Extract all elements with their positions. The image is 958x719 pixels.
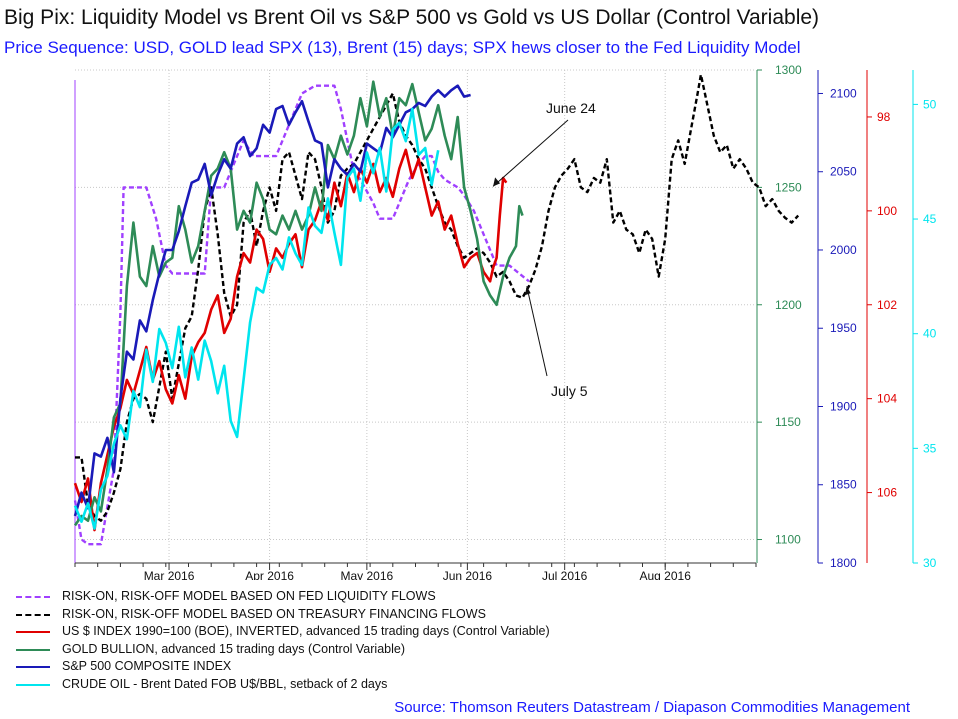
legend-swatch	[16, 596, 50, 598]
spx-tick-label: 2000	[830, 243, 857, 257]
legend-swatch	[16, 613, 50, 616]
series-layer	[73, 73, 800, 546]
brent-tick-label: 35	[923, 441, 937, 455]
series-line-5	[73, 107, 440, 530]
series-line-4	[73, 84, 471, 517]
annotation-arrowhead-june	[493, 177, 501, 187]
legend-label: RISK-ON, RISK-OFF MODEL BASED ON TREASUR…	[62, 606, 486, 621]
legend-swatch	[16, 631, 50, 633]
annotation-arrowhead-july	[524, 286, 531, 296]
gold-tick-label: 1150	[775, 415, 801, 429]
usd-tick-label: 104	[877, 392, 897, 406]
x-tick-label: Jun 2016	[443, 569, 493, 580]
x-tick-label: May 2016	[341, 569, 394, 580]
series-line-1	[75, 73, 800, 522]
x-tick-label: Apr 2016	[245, 569, 294, 580]
gold-tick-label: 1250	[775, 180, 802, 194]
chart-title: Big Pix: Liquidity Model vs Brent Oil vs…	[4, 6, 820, 29]
gold-tick-label: 1100	[775, 533, 801, 547]
usd-tick-label: 106	[877, 486, 897, 500]
series-line-0	[73, 84, 530, 546]
chart-canvas: Mar 2016 Apr 2016 May 2016 Jun 2016 Jul 2016…	[73, 63, 937, 580]
spx-tick-label: 1950	[830, 321, 857, 335]
legend-label: S&P 500 COMPOSITE INDEX	[62, 659, 232, 673]
spx-tick-label: 1900	[830, 399, 857, 413]
annotation-july-5: July 5	[551, 383, 588, 399]
chart-subtitle: Price Sequence: USD, GOLD lead SPX (13),…	[4, 38, 801, 57]
source-note: Source: Thomson Reuters Datastream / Dia…	[394, 699, 910, 716]
x-tick-label: Mar 2016	[144, 569, 195, 580]
spx-tick-label: 2100	[830, 86, 857, 100]
axes-layer: Mar 2016 Apr 2016 May 2016 Jun 2016 Jul 2016…	[74, 63, 937, 580]
legend-label: GOLD BULLION, advanced 15 trading days (…	[62, 641, 405, 656]
legend-label: RISK-ON, RISK-OFF MODEL BASED ON FED LIQ…	[62, 589, 436, 603]
legend-swatch	[16, 666, 50, 668]
annotation-june-24: June 24	[546, 100, 596, 116]
annotation-arrow-june	[492, 119, 569, 187]
brent-tick-label: 45	[923, 212, 937, 226]
gold-tick-label: 1200	[775, 298, 802, 312]
legend-label: CRUDE OIL - Brent Dated FOB U$/BBL, setb…	[62, 676, 388, 691]
brent-tick-label: 30	[923, 556, 937, 570]
spx-tick-label: 1800	[830, 556, 857, 570]
usd-tick-label: 100	[877, 204, 897, 218]
usd-tick-label: 102	[877, 298, 897, 312]
spx-tick-label: 2050	[830, 165, 857, 179]
series-line-3	[73, 80, 524, 527]
usd-tick-label: 98	[877, 110, 891, 124]
legend-label: US $ INDEX 1990=100 (BOE), INVERTED, adv…	[62, 624, 550, 638]
annotation-layer: June 24 July 5	[492, 100, 596, 399]
x-tick-label: Jul 2016	[542, 569, 588, 580]
grid-layer	[75, 69, 756, 563]
brent-tick-label: 40	[923, 327, 937, 341]
legend-swatch	[16, 683, 50, 686]
series-line-2	[73, 148, 508, 532]
brent-tick-label: 50	[923, 97, 937, 111]
x-tick-label: Aug 2016	[640, 569, 692, 580]
annotation-arrow-july	[526, 286, 548, 377]
spx-tick-label: 1850	[830, 478, 857, 492]
legend-swatch	[16, 648, 50, 651]
gold-tick-label: 1300	[775, 63, 802, 77]
